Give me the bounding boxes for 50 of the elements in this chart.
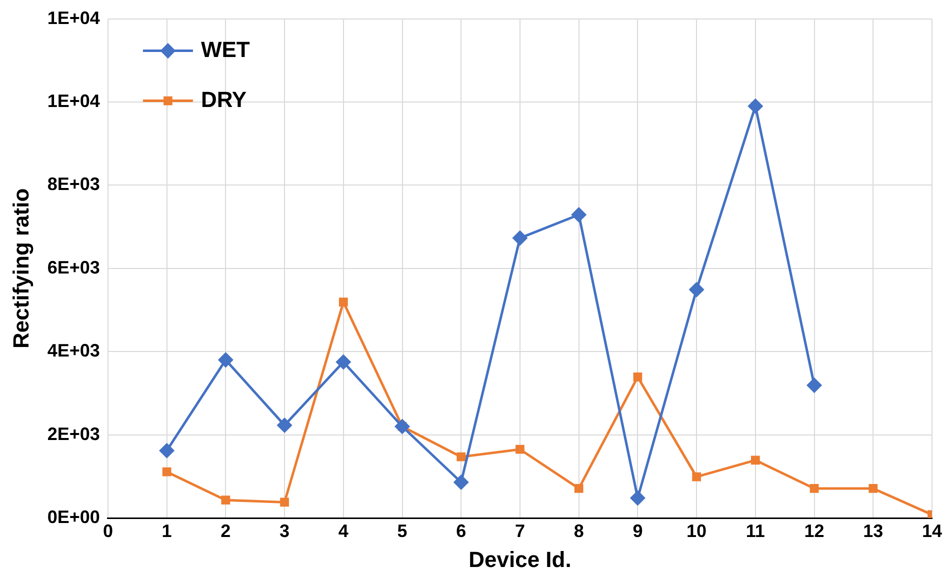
x-tick-label: 12 — [804, 520, 824, 541]
legend-label: WET — [200, 36, 250, 62]
point — [750, 456, 760, 465]
x-tick-label: 5 — [397, 520, 408, 541]
x-tick-label: 14 — [922, 520, 942, 541]
y-tick-label: 4E+03 — [47, 340, 100, 361]
x-tick-label: 11 — [746, 520, 765, 541]
x-tick-label: 10 — [686, 520, 707, 541]
point — [574, 484, 584, 493]
x-tick-label: 1 — [162, 520, 172, 541]
point — [218, 352, 233, 368]
point — [516, 444, 524, 454]
point — [630, 490, 645, 506]
point — [572, 207, 586, 222]
point — [336, 354, 351, 370]
y-tick-label: 8E+03 — [47, 174, 100, 194]
x-tick-label: 7 — [514, 520, 525, 541]
point — [277, 418, 292, 432]
point — [160, 443, 174, 458]
point — [810, 484, 819, 493]
point — [395, 419, 410, 434]
x-axis-title: Device Id. — [468, 546, 572, 572]
x-tick-label: 3 — [280, 520, 290, 541]
point — [456, 452, 466, 462]
x-tick-label: 6 — [456, 520, 466, 541]
x-tick-label: 2 — [220, 520, 231, 541]
point — [868, 484, 878, 493]
x-tick-label: 9 — [632, 520, 643, 541]
x-tick-label: 8 — [574, 520, 584, 541]
point — [512, 230, 528, 246]
y-tick-label: 1E+04 — [47, 8, 100, 28]
point — [807, 378, 822, 393]
point — [454, 474, 468, 490]
point — [280, 498, 289, 507]
point — [221, 496, 230, 505]
y-tick-label: 1E+04 — [47, 90, 100, 111]
point — [338, 298, 348, 307]
y-tick-label: 6E+03 — [47, 257, 100, 278]
x-tick-label: 4 — [338, 520, 348, 541]
point — [162, 467, 172, 476]
point — [748, 98, 763, 114]
point — [689, 282, 704, 297]
y-axis-title: Rectifying ratio — [8, 188, 34, 348]
x-tick-label: 13 — [863, 520, 884, 541]
x-tick-label: 0 — [102, 520, 113, 541]
y-tick-label: 0E+00 — [47, 506, 100, 527]
y-tick-label: 2E+03 — [47, 424, 100, 444]
legend-label: DRY — [200, 86, 247, 112]
point — [633, 372, 642, 382]
point — [692, 472, 701, 482]
